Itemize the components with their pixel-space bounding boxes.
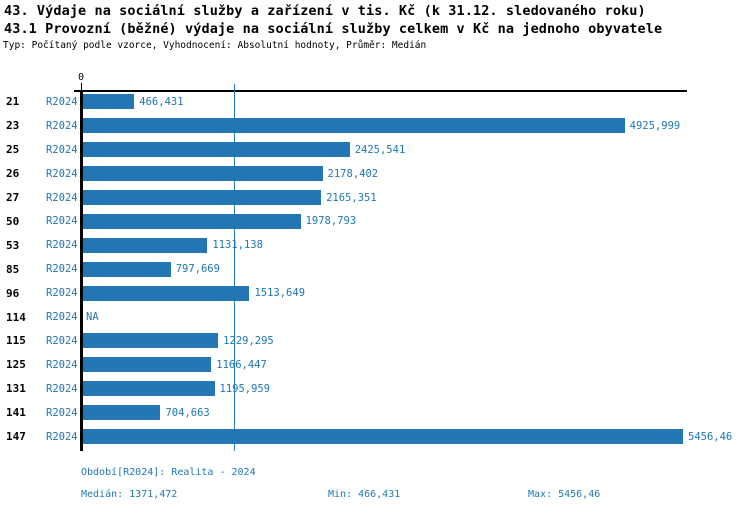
row-series-label: R2024: [46, 358, 78, 371]
chart-row: 53 R2024 1131,138: [0, 233, 750, 257]
chart-row: 147 R2024 5456,46: [0, 425, 750, 449]
row-series-label: R2024: [46, 406, 78, 419]
row-series-label: R2024: [46, 287, 78, 300]
chart-row: 115 R2024 1229,295: [0, 329, 750, 353]
row-category-label: 85: [6, 262, 20, 276]
bar-value-label: 1131,138: [212, 239, 263, 252]
row-category-label: 141: [6, 406, 26, 420]
bar: [83, 261, 171, 277]
chart-subtitle: Typ: Počítaný podle vzorce, Vyhodnocení:…: [3, 40, 427, 51]
row-category-label: 125: [6, 358, 26, 372]
chart-title-line-1: 43. Výdaje na sociální služby a zařízení…: [4, 3, 646, 19]
bar: [83, 213, 301, 229]
chart-row: 141 R2024 704,663: [0, 401, 750, 425]
row-series-label: R2024: [46, 143, 78, 156]
row-category-label: 26: [6, 167, 20, 181]
chart-row: 114 R2024 NA: [0, 305, 750, 329]
row-series-label: R2024: [46, 95, 78, 108]
row-series-label: R2024: [46, 334, 78, 347]
bar: [83, 190, 322, 206]
row-series-label: R2024: [46, 191, 78, 204]
footer-max-stat: Max: 5456,46: [528, 489, 601, 500]
row-category-label: 115: [6, 334, 26, 348]
row-category-label: 21: [6, 95, 20, 109]
chart-row: 26 R2024 2178,402: [0, 162, 750, 186]
bar: [83, 94, 135, 110]
row-series-label: R2024: [46, 311, 78, 324]
row-series-label: R2024: [46, 382, 78, 395]
chart-row: 25 R2024 2425,541: [0, 138, 750, 162]
row-series-label: R2024: [46, 263, 78, 276]
chart-row: 50 R2024 1978,793: [0, 210, 750, 234]
x-axis-zero-tick: [81, 83, 82, 90]
bar: [83, 429, 683, 445]
bar: [83, 142, 350, 158]
bar-value-label: 1195,959: [219, 382, 271, 395]
bar: [83, 166, 323, 182]
chart-row: 131 R2024 1195,959: [0, 377, 750, 401]
chart-row: 23 R2024 4925,999: [0, 114, 750, 138]
bar: [83, 118, 625, 134]
row-category-label: 147: [6, 430, 26, 444]
bar-value-label: 466,431: [139, 95, 184, 108]
y-axis-line: [80, 90, 83, 451]
row-category-label: 53: [6, 238, 20, 252]
chart-row: 125 R2024 1166,447: [0, 353, 750, 377]
bar-value-label: 797,669: [175, 263, 220, 276]
bar-value-label: 1978,793: [305, 215, 357, 228]
bar-value-label: 2178,402: [327, 167, 379, 180]
chart-row: 21 R2024 466,431: [0, 90, 750, 114]
bar: [83, 237, 208, 253]
footer-min-stat: Min: 466,431: [328, 489, 401, 500]
bar-value-label: 4925,999: [629, 119, 681, 132]
bar: [83, 405, 161, 421]
row-category-label: 96: [6, 286, 20, 300]
median-reference-line: [233, 84, 236, 451]
chart-row: 96 R2024 1513,649: [0, 281, 750, 305]
bar-value-label: 704,663: [165, 406, 210, 419]
bar: [83, 357, 212, 373]
row-series-label: R2024: [46, 215, 78, 228]
bar-value-label: 1229,295: [223, 334, 274, 347]
bar-value-label: 2165,351: [326, 191, 377, 204]
row-category-label: 23: [6, 119, 20, 133]
row-series-label: R2024: [46, 119, 78, 132]
chart-title-line-2: 43.1 Provozní (běžné) výdaje na sociální…: [4, 21, 663, 37]
row-category-label: 27: [6, 191, 20, 205]
row-category-label: 50: [6, 214, 20, 228]
footer-period: Období[R2024]: Realita - 2024: [81, 467, 256, 478]
row-series-label: R2024: [46, 430, 78, 443]
row-series-label: R2024: [46, 167, 78, 180]
chart-row: 27 R2024 2165,351: [0, 186, 750, 210]
x-axis-zero-label: 0: [77, 72, 85, 83]
footer-median-stat: Medián: 1371,472: [81, 489, 178, 500]
bar-value-label: 1513,649: [254, 287, 306, 300]
row-category-label: 131: [6, 382, 26, 396]
na-value-label: NA: [86, 311, 99, 324]
bar-value-label: 5456,46: [688, 430, 733, 443]
bar: [83, 285, 250, 301]
bar: [83, 381, 215, 397]
chart-top-border: [74, 90, 687, 92]
chart-row: 85 R2024 797,669: [0, 257, 750, 281]
row-category-label: 25: [6, 143, 20, 157]
row-category-label: 114: [6, 310, 26, 324]
row-series-label: R2024: [46, 239, 78, 252]
bar-value-label: 2425,541: [354, 143, 406, 156]
bar: [83, 333, 219, 349]
bar-value-label: 1166,447: [216, 358, 267, 371]
